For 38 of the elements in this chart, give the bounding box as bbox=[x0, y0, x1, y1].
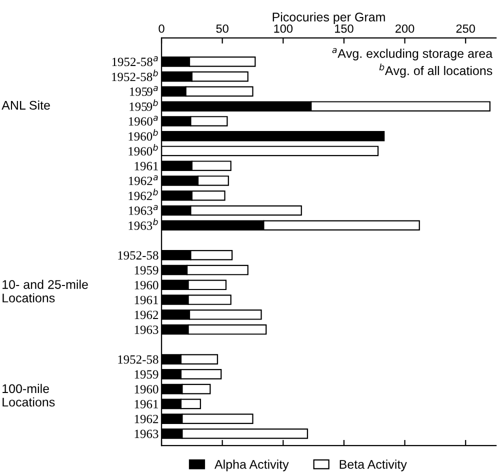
legend-label: Alpha Activity bbox=[214, 460, 289, 472]
y-tick-label: 1960 bbox=[134, 280, 158, 290]
text: 10- and 25-mile Locations bbox=[2, 280, 88, 302]
x-tick-label: 250 bbox=[456, 24, 475, 33]
x-tick-label: 0 bbox=[158, 24, 164, 33]
y-tick-label: 1959 bbox=[134, 370, 158, 379]
y-tick-label: 1959$^{b}$ bbox=[130, 99, 158, 111]
y-tick-label: 1960$^{b}$ bbox=[128, 144, 158, 156]
y-tick-label: 1952-58$^{a}$ bbox=[112, 56, 158, 66]
text: 100-mile Locations bbox=[2, 384, 55, 407]
y-tick-label: 1952-58 bbox=[118, 251, 158, 260]
y-tick-label: 1963$^{a}$ bbox=[128, 205, 158, 215]
x-tick-label: 200 bbox=[396, 24, 414, 33]
legend-label: Beta Activity bbox=[340, 460, 407, 472]
annotation: $^{b}$Avg. of all locations bbox=[379, 64, 492, 78]
x-tick-label: 150 bbox=[335, 24, 354, 33]
text: ANL Site bbox=[2, 100, 50, 110]
y-tick-label: 1959$^{a}$ bbox=[130, 86, 158, 96]
y-tick-label: 1962 bbox=[134, 310, 158, 320]
y-tick-label: 1961 bbox=[134, 162, 158, 170]
y-tick-label: 1962 bbox=[134, 414, 158, 424]
y-tick-label: 1960 bbox=[134, 385, 158, 394]
y-tick-label: 1952-58$^{b}$ bbox=[112, 70, 158, 82]
y-tick-label: 1952-58 bbox=[118, 355, 158, 364]
y-tick-label: 1960$^{b}$ bbox=[128, 129, 158, 141]
y-tick-label: 1963 bbox=[134, 326, 158, 334]
x-tick-label: 100 bbox=[274, 24, 293, 33]
y-tick-label: 1959 bbox=[134, 266, 158, 274]
y-tick-label: 1962$^{a}$ bbox=[128, 175, 158, 186]
y-tick-label: 1961 bbox=[134, 400, 158, 408]
annotation: $^{a}$Avg. excluding storage area bbox=[332, 48, 493, 60]
y-tick-label: 1963 bbox=[134, 430, 158, 438]
y-tick-label: 1963$^{b}$ bbox=[128, 218, 158, 230]
y-tick-label: 1962$^{b}$ bbox=[128, 188, 158, 200]
y-tick-label: 1961 bbox=[134, 296, 158, 304]
y-tick-label: 1960$^{a}$ bbox=[128, 116, 158, 126]
x-tick-label: 50 bbox=[216, 24, 228, 33]
x-axis-title: Picocuries per Gram bbox=[272, 12, 385, 24]
